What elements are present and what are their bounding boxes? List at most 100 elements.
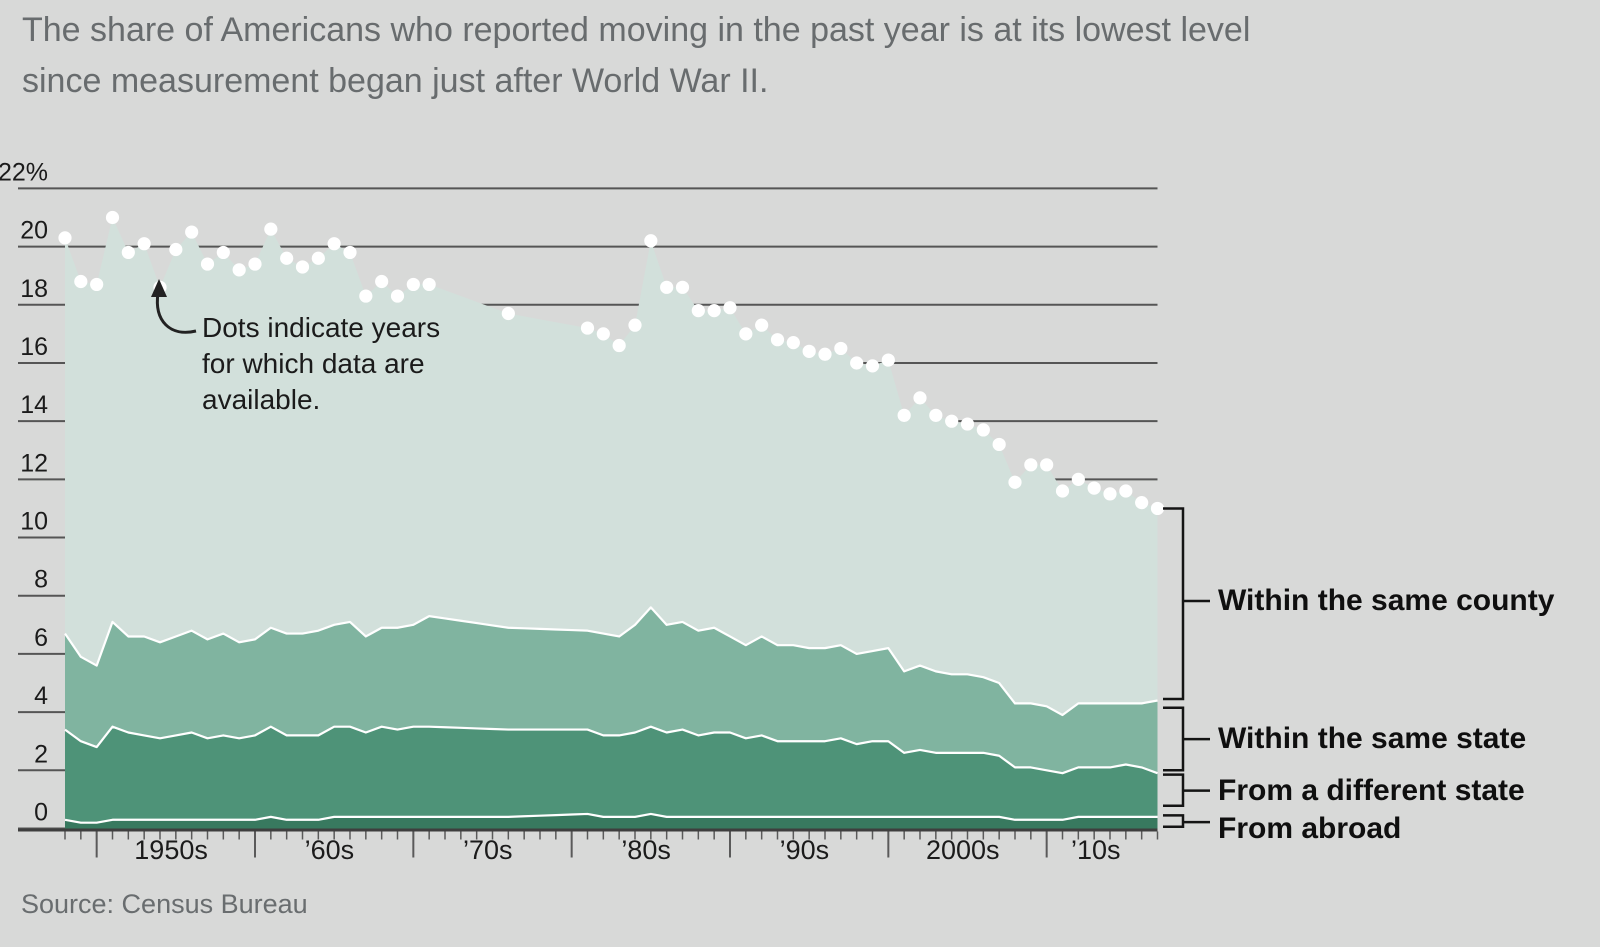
x-axis-label: ’90s [780,835,830,865]
annotation-arrow [151,279,197,334]
data-dot [881,353,895,367]
data-dot [770,333,785,347]
data-dot [422,277,436,292]
data-dot [929,408,943,422]
data-dot [1071,472,1085,486]
x-axis-label: ’80s [621,835,671,865]
y-axis-label: 8 [34,566,48,594]
data-dot [90,277,104,292]
data-dot [200,257,215,271]
y-axis-label: 6 [34,624,48,652]
x-axis-label: ’10s [1071,835,1121,865]
y-axis-label: 4 [34,682,48,710]
legend-bracket-within-the-same-county [1163,507,1185,701]
data-dot [660,280,674,294]
data-dot [232,263,246,277]
data-dot [644,234,658,248]
data-dot [264,222,278,236]
y-axis-label: 18 [20,275,48,303]
data-dot [850,356,864,370]
source-note: Source: Census Bureau [21,889,308,919]
legend-bracket-from-a-different-state [1163,773,1185,808]
band-separator [64,725,1158,775]
area-from-a-different-state [65,726,1158,829]
data-dot [596,327,610,341]
data-dot [1135,496,1149,510]
data-dot [359,289,373,303]
data-dot [723,301,737,315]
legend-label-within-the-same-county: Within the same county [1218,583,1555,617]
data-dot [74,274,88,289]
data-dot [834,341,848,356]
data-dot [169,242,183,257]
y-axis-label: 14 [20,391,48,419]
y-axis-label: 10 [20,508,48,536]
data-dot [865,359,880,373]
chart-layers: 0 2 4 6 8 10 12 14 16 18 20 22% 1950s ’60s ’70s ’80s ’90… [0,158,1210,865]
legend-label-from-abroad: From abroad [1218,812,1402,846]
annotation-arrow-curve [155,292,197,334]
data-dot [913,391,927,405]
data-dot [137,237,151,251]
data-dot [1055,484,1070,498]
y-axis-label: 16 [20,333,48,361]
data-dot [818,347,832,361]
data-dot [248,257,262,271]
data-dot [976,423,990,437]
data-dot [1024,458,1038,472]
data-dot [691,304,705,318]
data-dot [612,338,626,353]
data-dot [945,414,959,428]
chart-title: The share of Americans who reported movi… [22,11,1251,100]
y-axis-label: 12 [20,449,48,477]
data-dot [121,245,135,260]
data-dot [1008,475,1022,489]
data-dot [375,274,389,289]
data-dot [1150,501,1165,516]
legend-bracket-from-abroad [1163,814,1185,829]
data-dot [1119,484,1133,498]
data-dot [897,408,911,422]
data-dot [327,237,341,251]
legend-bracket-within-the-same-state [1163,706,1185,772]
band-separator [64,606,1158,717]
annotation-text: Dots indicate years for which data are a… [202,312,441,415]
y-axis-label: 2 [34,740,48,768]
data-dot [1103,487,1117,501]
legend-label-within-the-same-state: Within the same state [1218,722,1527,756]
x-axis-label: 1950s [134,835,208,865]
y-axis-label: 22% [0,158,48,186]
data-dot [406,277,420,292]
data-dot [105,210,120,225]
x-axis-label: 2000s [926,835,1000,865]
data-dot [707,304,721,318]
data-dot [1040,458,1054,472]
data-dot [786,336,800,350]
band-separator [64,812,1158,824]
x-axis-label: ’60s [305,835,355,865]
data-dot [295,260,310,274]
y-axis-label: 20 [20,217,48,245]
data-dot [739,327,753,341]
data-dot [1087,481,1101,495]
data-dot [311,251,325,265]
data-dot [580,321,595,335]
data-dot [992,437,1006,452]
data-dot [343,245,357,260]
data-dot [58,231,72,245]
data-dot [960,417,975,431]
data-dot [628,318,642,332]
data-dot [802,344,816,358]
data-dot [390,289,405,303]
data-dot [216,245,230,260]
data-dot [185,225,199,239]
y-axis-label: 0 [34,799,48,827]
x-axis-label: ’70s [463,835,513,865]
data-dot [755,318,769,332]
data-dot [675,280,690,294]
annotation-arrow-head [151,279,167,297]
legend-label-from-a-different-state: From a different state [1218,773,1525,807]
data-dot [501,306,515,321]
